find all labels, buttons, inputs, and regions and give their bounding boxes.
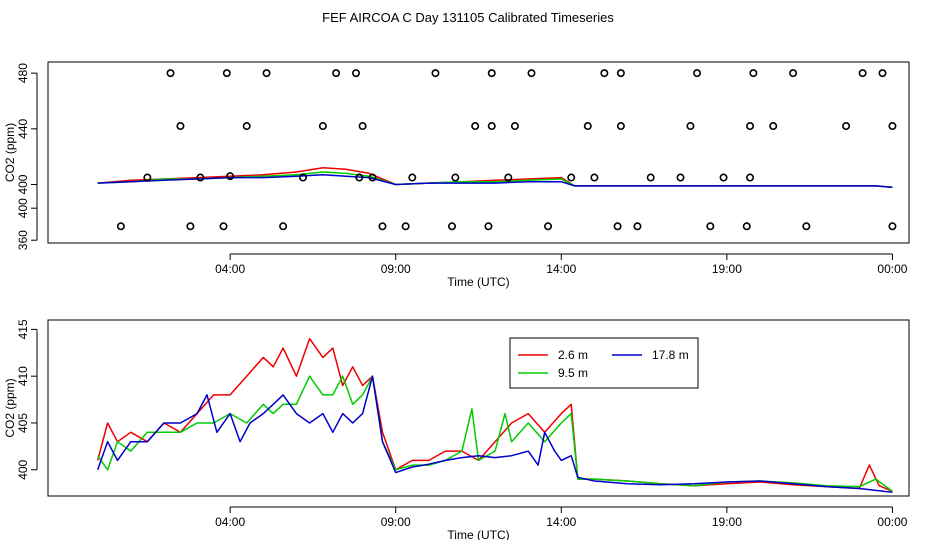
calibration-point bbox=[166, 69, 175, 78]
calibration-point bbox=[510, 122, 519, 131]
calibration-point bbox=[676, 173, 685, 182]
x-tick-label: 04:00 bbox=[215, 262, 245, 276]
calibration-point bbox=[471, 122, 480, 131]
x-axis-label: Time (UTC) bbox=[447, 528, 509, 540]
plot-frame bbox=[47, 319, 910, 497]
calibration-point bbox=[686, 122, 695, 131]
legend-entry: 9.5 m bbox=[558, 366, 588, 380]
calibration-point bbox=[742, 222, 751, 231]
calibration-point bbox=[802, 222, 811, 231]
calibration-point bbox=[888, 222, 897, 231]
bottom-panel: 04:00 09:00 14:00 19:00 00:00 Time (UTC) 400 40… bbox=[3, 319, 910, 540]
calibration-point bbox=[351, 69, 360, 78]
y-tick-label: 400 bbox=[16, 198, 30, 218]
calibration-point bbox=[616, 69, 625, 78]
calibration-point bbox=[789, 69, 798, 78]
series-line-17-8-m bbox=[96, 375, 893, 494]
calibration-point bbox=[226, 172, 235, 181]
calibration-point bbox=[842, 122, 851, 131]
calibration-point bbox=[600, 69, 609, 78]
calibration-point bbox=[858, 69, 867, 78]
series-line-2-6-m bbox=[96, 337, 893, 492]
calibration-point bbox=[318, 122, 327, 131]
calibration-point bbox=[219, 222, 228, 231]
legend-entry: 2.6 m bbox=[558, 348, 588, 362]
x-axis-label: Time (UTC) bbox=[447, 275, 509, 289]
calibration-point bbox=[186, 222, 195, 231]
calibration-point bbox=[279, 222, 288, 231]
calibration-point bbox=[332, 69, 341, 78]
calibration-point bbox=[888, 122, 897, 131]
y-tick-label: 410 bbox=[16, 366, 30, 386]
calibration-point bbox=[706, 222, 715, 231]
y-tick-label: 360 bbox=[16, 230, 30, 250]
y-tick-label: 400 bbox=[16, 174, 30, 194]
calibration-point bbox=[746, 173, 755, 182]
calibration-point bbox=[242, 122, 251, 131]
x-tick-label: 09:00 bbox=[381, 262, 411, 276]
calibration-point bbox=[613, 222, 622, 231]
calibration-point bbox=[358, 122, 367, 131]
calibration-point bbox=[633, 222, 642, 231]
calibration-point bbox=[878, 69, 887, 78]
x-tick-label: 09:00 bbox=[381, 515, 411, 529]
calibration-point bbox=[355, 173, 364, 182]
calibration-point bbox=[484, 222, 493, 231]
top-panel: 04:00 09:00 14:00 19:00 00:00 Time (UTC) 360 40… bbox=[3, 61, 910, 289]
calibration-point bbox=[583, 122, 592, 131]
y-tick-label: 480 bbox=[16, 63, 30, 83]
calibration-point bbox=[116, 222, 125, 231]
x-tick-label: 00:00 bbox=[877, 262, 907, 276]
legend: 2.6 m 9.5 m 17.8 m bbox=[509, 337, 699, 389]
calibration-point bbox=[646, 173, 655, 182]
y-tick-label: 440 bbox=[16, 118, 30, 138]
legend-entry: 17.8 m bbox=[652, 348, 689, 362]
x-tick-label: 14:00 bbox=[546, 262, 576, 276]
calibration-point bbox=[719, 173, 728, 182]
y-axis-label: CO2 (ppm) bbox=[3, 123, 17, 182]
x-tick-label: 19:00 bbox=[712, 262, 742, 276]
calibration-point bbox=[504, 173, 513, 182]
calibration-point bbox=[527, 69, 536, 78]
y-tick-label: 400 bbox=[16, 459, 30, 479]
x-tick-label: 00:00 bbox=[877, 515, 907, 529]
x-tick-label: 04:00 bbox=[215, 515, 245, 529]
calibration-point bbox=[746, 122, 755, 131]
calibration-point bbox=[749, 69, 758, 78]
plot-frame bbox=[47, 61, 910, 244]
calibration-point bbox=[262, 69, 271, 78]
calibration-point bbox=[196, 173, 205, 182]
calibration-point bbox=[487, 122, 496, 131]
calibration-point bbox=[590, 173, 599, 182]
chart-title: FEF AIRCOA C Day 131105 Calibrated Times… bbox=[322, 10, 614, 25]
y-tick-label: 405 bbox=[16, 413, 30, 433]
calibration-point bbox=[448, 222, 457, 231]
y-axis-label: CO2 (ppm) bbox=[3, 378, 17, 437]
calibration-point bbox=[378, 222, 387, 231]
series-line-17-8-m bbox=[97, 174, 893, 189]
calibration-point bbox=[769, 122, 778, 131]
calibration-point bbox=[567, 173, 576, 182]
calibration-point bbox=[298, 173, 307, 182]
legend-box bbox=[509, 337, 699, 389]
calibration-point bbox=[408, 173, 417, 182]
calibration-point bbox=[176, 122, 185, 131]
calibration-point bbox=[431, 69, 440, 78]
x-tick-label: 14:00 bbox=[546, 515, 576, 529]
calibration-point bbox=[487, 69, 496, 78]
calibration-point bbox=[616, 122, 625, 131]
calibration-point bbox=[693, 69, 702, 78]
calibration-point bbox=[451, 173, 460, 182]
calibration-point bbox=[368, 173, 377, 182]
x-tick-label: 19:00 bbox=[712, 515, 742, 529]
calibration-point bbox=[222, 69, 231, 78]
calibration-point bbox=[544, 222, 553, 231]
series-line-9-5-m bbox=[97, 375, 893, 492]
calibration-point bbox=[401, 222, 410, 231]
calibration-point bbox=[143, 173, 152, 182]
y-tick-label: 415 bbox=[16, 319, 30, 339]
